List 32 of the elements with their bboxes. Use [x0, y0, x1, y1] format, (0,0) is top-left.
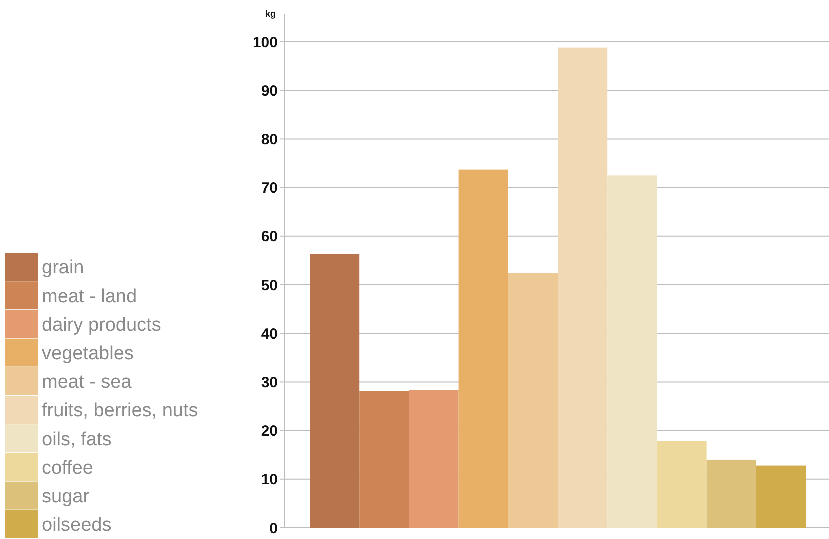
legend-label: grain: [42, 258, 84, 279]
bar: [608, 176, 658, 528]
legend-label: dairy products: [42, 314, 162, 336]
bar: [360, 391, 410, 528]
legend-label: sugar: [42, 486, 90, 508]
legend-label: oilseeds: [42, 515, 112, 536]
bar: [756, 466, 806, 528]
y-tick-label: 70: [261, 180, 278, 198]
y-axis-title: kg: [265, 9, 276, 19]
bar: [706, 460, 756, 528]
bar: [409, 390, 459, 528]
y-tick-label: 100: [252, 34, 278, 52]
legend-label: vegetables: [42, 343, 134, 364]
legend-label: meat - land: [42, 286, 138, 308]
legend-label: coffee: [42, 458, 94, 479]
y-tick-label: 0: [270, 520, 278, 538]
y-tick-label: 40: [261, 326, 278, 343]
bar: [558, 48, 608, 528]
legend-label: oils, fats: [42, 429, 112, 450]
y-tick-label: 50: [261, 277, 278, 294]
y-tick-label: 20: [261, 423, 278, 440]
y-tick-label: 60: [261, 228, 278, 246]
legend-label: meat - sea: [42, 372, 132, 394]
bar: [508, 273, 558, 528]
legend-label: fruits, berries, nuts: [42, 400, 198, 422]
y-tick-label: 10: [261, 472, 278, 489]
y-tick-label: 80: [261, 131, 278, 148]
bar: [657, 441, 707, 528]
y-tick-label: 30: [261, 374, 278, 392]
bar: [310, 254, 360, 528]
y-tick-label: 90: [261, 82, 278, 100]
bar: [458, 170, 508, 528]
